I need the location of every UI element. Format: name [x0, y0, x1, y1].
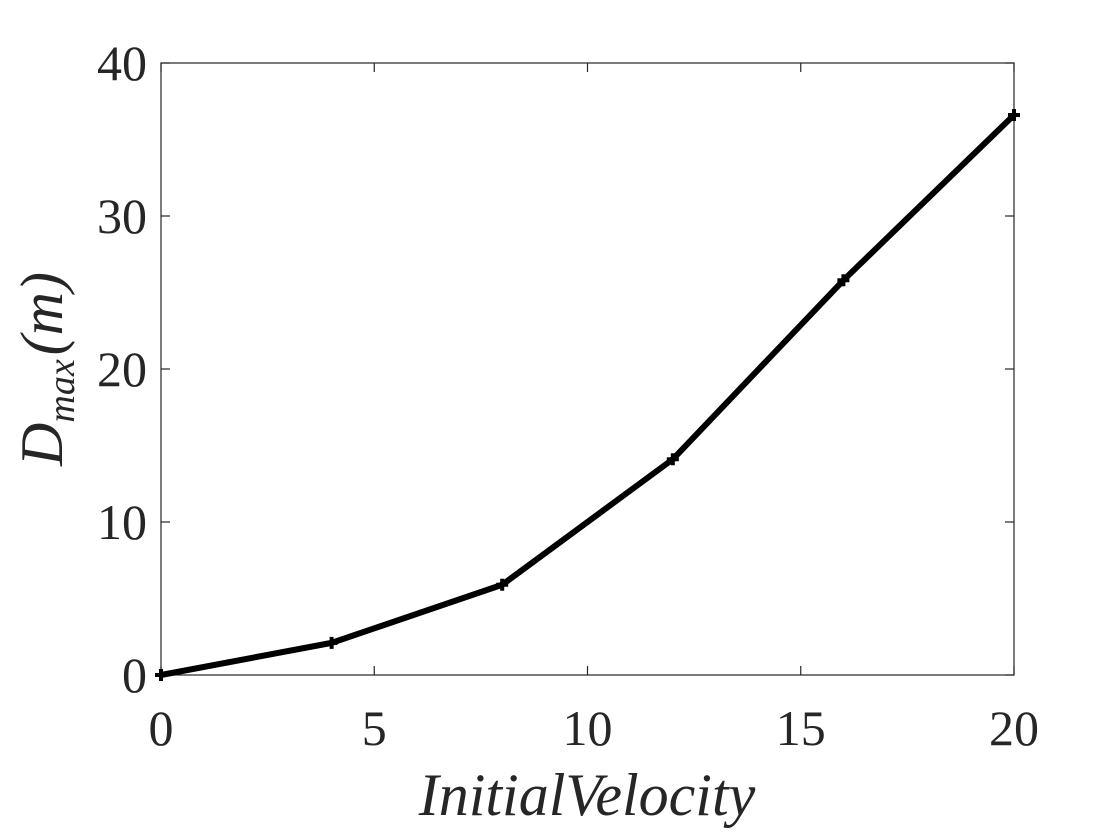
- y-axis-title: Dmax(m): [9, 272, 83, 467]
- data-point-marker: [837, 274, 850, 287]
- data-point-marker: [1008, 109, 1020, 122]
- x-tick-label: 10: [563, 700, 613, 756]
- y-tick-label: 30: [97, 188, 147, 244]
- y-axis-title-unit: (m): [9, 272, 75, 355]
- series-layer: [155, 109, 1020, 681]
- y-tick-label: 20: [97, 341, 147, 397]
- y-tick-label: 0: [122, 647, 147, 703]
- plot-area: [160, 62, 1015, 676]
- x-tick-label: 5: [362, 700, 387, 756]
- y-tick-label: 10: [97, 494, 147, 550]
- x-tick-label: 20: [989, 700, 1039, 756]
- x-axis-title: InitialVelocity: [418, 762, 756, 828]
- y-tick-label: 40: [97, 35, 147, 91]
- data-point-marker: [325, 636, 338, 649]
- tick-labels: 0 5 10 15 20 0 10 20 30 40: [97, 35, 1039, 756]
- data-point-marker: [666, 453, 679, 466]
- series-line: [158, 112, 1017, 678]
- x-tick-label: 0: [149, 700, 174, 756]
- x-tick-label: 15: [776, 700, 826, 756]
- data-point-marker: [496, 578, 509, 591]
- y-axis-title-main: D: [9, 423, 75, 467]
- data-point-marker: [155, 669, 167, 681]
- y-axis-title-sub: max: [41, 359, 83, 422]
